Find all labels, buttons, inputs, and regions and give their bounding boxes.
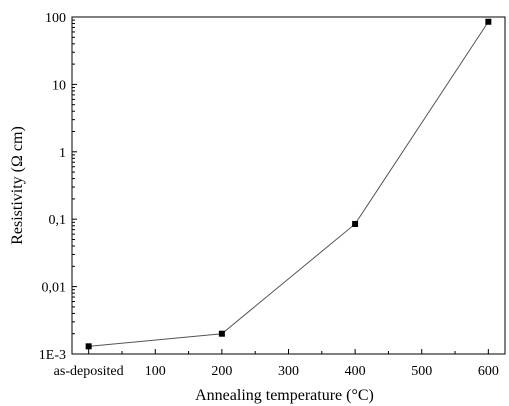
x-tick-label: as-deposited (54, 364, 124, 379)
y-tick-label: 0,1 (49, 213, 67, 228)
y-tick-label: 10 (52, 78, 66, 93)
data-point (218, 330, 225, 337)
x-tick-label: 100 (145, 364, 166, 379)
x-tick-label: 600 (478, 364, 499, 379)
y-tick-label: 0,01 (42, 281, 67, 296)
y-axis-title: Resistivity (Ω cm) (9, 126, 26, 245)
y-tick-label: 1E-3 (39, 348, 66, 363)
x-tick-label: 300 (278, 364, 299, 379)
data-point (85, 343, 92, 350)
y-tick-label: 100 (45, 11, 66, 26)
plot-frame (71, 16, 506, 355)
x-tick-label: 200 (211, 364, 232, 379)
x-tick-label: 400 (345, 364, 366, 379)
y-tick-label: 1 (59, 146, 66, 161)
labels-layer: Annealing temperature (°C) Resistivity (… (9, 126, 374, 404)
axes: as-deposited 100 200 300 400 500 600 1E-3 0,01 0,… (39, 11, 506, 379)
x-axis-title: Annealing temperature (°C) (195, 387, 374, 404)
series-layer (85, 18, 492, 350)
data-point (485, 18, 492, 25)
series-line (88, 21, 489, 347)
data-point (352, 220, 359, 227)
x-tick-label: 500 (411, 364, 432, 379)
